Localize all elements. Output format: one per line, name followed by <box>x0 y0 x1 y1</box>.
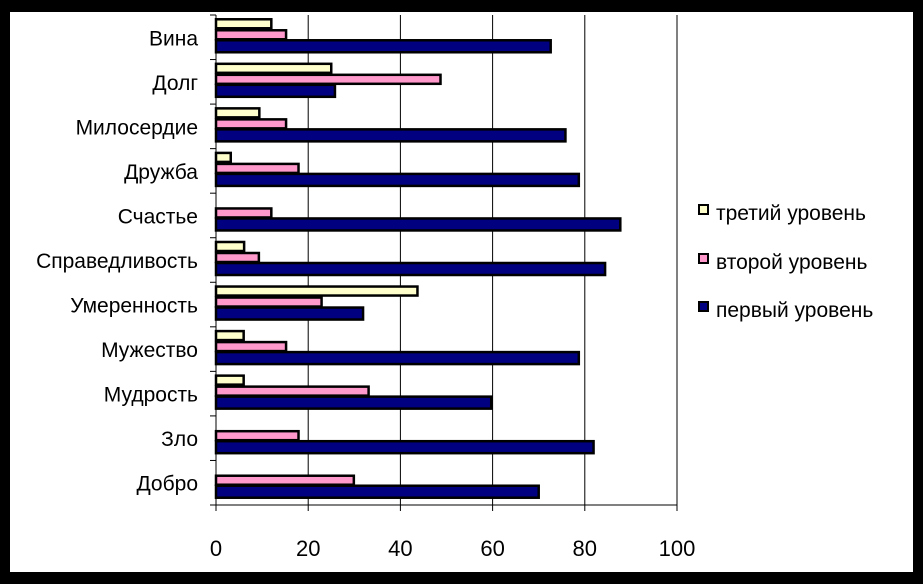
bar-third-level <box>214 107 261 119</box>
legend-swatch <box>698 301 709 312</box>
bar-second-level <box>214 296 323 308</box>
bar-second-level <box>214 429 300 442</box>
bar-first-level <box>214 395 493 410</box>
bar-third-level <box>214 62 333 75</box>
category-label: Мужество <box>101 339 198 362</box>
x-tick-label: 0 <box>210 536 222 561</box>
bar-second-level <box>214 29 288 41</box>
x-tick-label: 100 <box>659 536 696 561</box>
x-tick-label: 20 <box>296 536 320 561</box>
legend-swatch <box>698 204 709 215</box>
bar-third-level <box>214 18 273 30</box>
legend-swatch <box>698 253 709 264</box>
bar-third-level <box>214 151 233 164</box>
bar-first-level <box>214 217 622 232</box>
bar-first-level <box>214 484 540 499</box>
category-label: Дружба <box>124 161 198 184</box>
category-label: Справедливость <box>36 250 198 273</box>
bar-first-level <box>214 39 552 54</box>
category-label: Умеренность <box>70 295 198 318</box>
bar-second-level <box>214 162 300 175</box>
bar-second-level <box>214 73 442 86</box>
bar-first-level <box>214 261 607 277</box>
x-tick-label: 60 <box>480 536 504 561</box>
bar-first-level <box>214 439 595 455</box>
category-label: Счастье <box>118 205 198 228</box>
bar-second-level <box>214 118 288 130</box>
legend-label: первый уровень <box>716 299 873 322</box>
bar-second-level <box>214 340 288 353</box>
bar-second-level <box>214 385 370 397</box>
bar-third-level <box>214 329 245 342</box>
legend-label: второй уровень <box>716 251 867 274</box>
bar-third-level <box>214 240 246 253</box>
bar-first-level <box>214 350 581 366</box>
category-label: Мудрость <box>104 384 198 407</box>
x-tick-label: 80 <box>573 536 597 561</box>
bar-first-level <box>214 172 581 188</box>
x-tick-label: 40 <box>388 536 412 561</box>
bar-first-level <box>214 128 567 143</box>
chart-background <box>10 12 913 572</box>
legend-label: третий уровень <box>716 202 866 225</box>
bar-second-level <box>214 251 261 264</box>
bar-first-level <box>214 83 337 99</box>
category-label: Долг <box>152 72 198 95</box>
category-label: Милосердие <box>76 116 198 139</box>
bar-second-level <box>214 207 273 219</box>
bar-second-level <box>214 474 356 486</box>
category-label: Зло <box>161 428 198 451</box>
category-label: Добро <box>136 473 198 496</box>
category-label: Вина <box>149 27 198 50</box>
bar-third-level <box>214 285 419 297</box>
bar-first-level <box>214 306 365 321</box>
bar-third-level <box>214 374 245 386</box>
